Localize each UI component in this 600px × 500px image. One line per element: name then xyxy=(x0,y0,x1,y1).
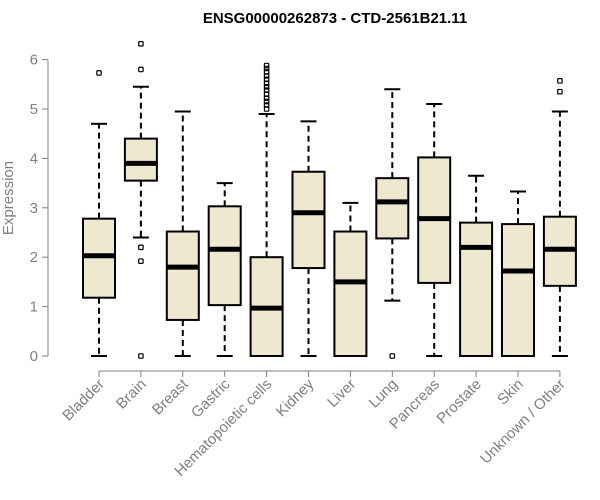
x-tick-label: Kidney xyxy=(273,375,318,420)
x-tick-label: Skin xyxy=(494,376,527,409)
box-gastric xyxy=(207,182,242,357)
iqr-box xyxy=(165,230,200,321)
y-tick-label: 2 xyxy=(30,249,38,266)
box-brain xyxy=(123,40,158,359)
y-tick-label: 3 xyxy=(30,200,38,217)
outlier-point xyxy=(557,78,563,84)
outlier-point xyxy=(263,65,270,72)
iqr-box xyxy=(207,205,242,307)
x-tick-label: Bladder xyxy=(59,376,108,425)
outlier-point xyxy=(138,353,144,359)
iqr-box xyxy=(291,170,326,270)
outlier-point xyxy=(263,102,270,108)
outlier-point xyxy=(138,244,144,251)
outlier-point xyxy=(96,70,102,76)
box-prostate xyxy=(459,174,494,357)
y-tick-label: 0 xyxy=(30,348,38,365)
outlier-point xyxy=(263,98,270,105)
x-tick-label: Lung xyxy=(366,376,402,412)
x-tick-label: Breast xyxy=(149,375,192,418)
box-kidney xyxy=(291,120,326,357)
box-pancreas xyxy=(417,103,452,357)
y-tick-label: 4 xyxy=(30,150,38,167)
y-tick-label: 5 xyxy=(30,101,38,118)
outlier-point xyxy=(389,353,396,359)
y-tick-label: 6 xyxy=(30,52,38,69)
box-unknown-other xyxy=(542,78,577,357)
plot-area xyxy=(82,40,577,359)
outlier-point xyxy=(263,76,270,83)
outlier-point xyxy=(263,69,270,75)
iqr-box xyxy=(459,221,494,357)
y-tick-label: 1 xyxy=(30,299,38,316)
box-breast xyxy=(165,110,200,357)
y-axis: 0 1 2 3 4 5 6 xyxy=(30,52,49,365)
outlier-point xyxy=(263,62,270,69)
outlier-point xyxy=(138,40,144,47)
outlier-point xyxy=(263,83,270,90)
iqr-box xyxy=(123,137,158,182)
outlier-point xyxy=(138,66,144,73)
outlier-point xyxy=(557,88,563,95)
iqr-box xyxy=(375,177,410,240)
iqr-box xyxy=(501,223,535,357)
box-skin xyxy=(501,190,535,357)
box-lung xyxy=(375,88,410,359)
iqr-box xyxy=(333,230,368,357)
x-tick-label: Liver xyxy=(324,376,359,411)
box-liver xyxy=(333,201,368,357)
box-hematopoietic-cells xyxy=(249,62,284,358)
x-tick-label: Brain xyxy=(113,376,150,413)
chart-title: ENSG00000262873 - CTD-2561B21.11 xyxy=(203,10,467,27)
box-bladder xyxy=(82,70,116,357)
outlier-point xyxy=(138,258,144,264)
x-tick-label: Prostate xyxy=(433,376,485,428)
y-axis-label: Expression xyxy=(0,161,17,235)
outlier-point xyxy=(263,87,270,94)
